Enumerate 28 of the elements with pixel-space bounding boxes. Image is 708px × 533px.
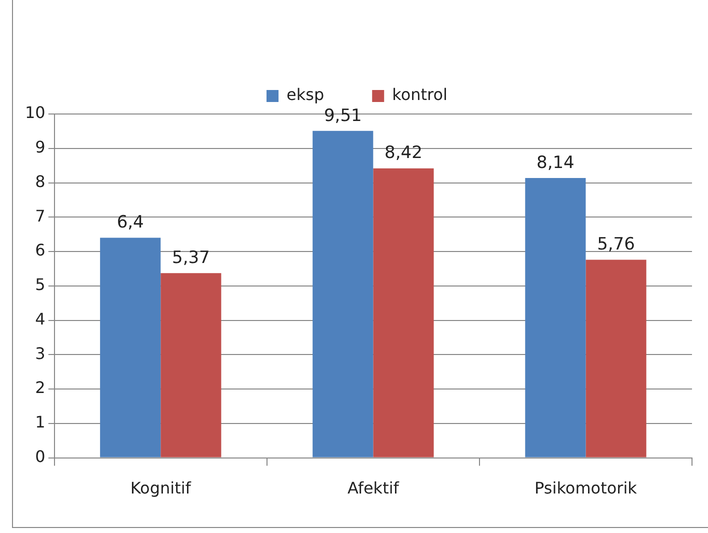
y-tick-label: 9 [35, 138, 46, 157]
legend-label: kontrol [392, 85, 448, 104]
x-tick-label: Afektif [347, 478, 400, 498]
data-label: 6,4 [116, 212, 144, 233]
bar [586, 260, 646, 458]
bar [160, 273, 222, 458]
y-tick-label: 7 [35, 206, 46, 226]
data-label: 9,51 [324, 106, 362, 126]
bar [312, 130, 374, 458]
y-tick-label: 0 [35, 446, 46, 466]
data-label: 5,37 [172, 248, 210, 268]
bar [525, 178, 586, 458]
y-tick-label: 2 [35, 378, 46, 398]
data-label: 8,42 [384, 143, 422, 164]
bar [373, 168, 434, 458]
y-tick-label: 1 [35, 412, 46, 432]
x-tick-label: Kognitif [130, 478, 192, 498]
data-label: 5,76 [597, 234, 635, 255]
y-tick-label: 10 [25, 103, 46, 122]
legend-label: eksp [286, 85, 324, 104]
y-tick-label: 6 [35, 240, 46, 260]
bar [100, 238, 161, 458]
y-tick-label: 4 [35, 309, 46, 328]
y-tick-label: 5 [35, 275, 46, 294]
x-tick-label: Psikomotorik [534, 478, 638, 498]
data-label: 8,14 [536, 152, 574, 173]
y-tick-label: 3 [35, 344, 46, 363]
y-tick-label: 8 [35, 172, 46, 191]
